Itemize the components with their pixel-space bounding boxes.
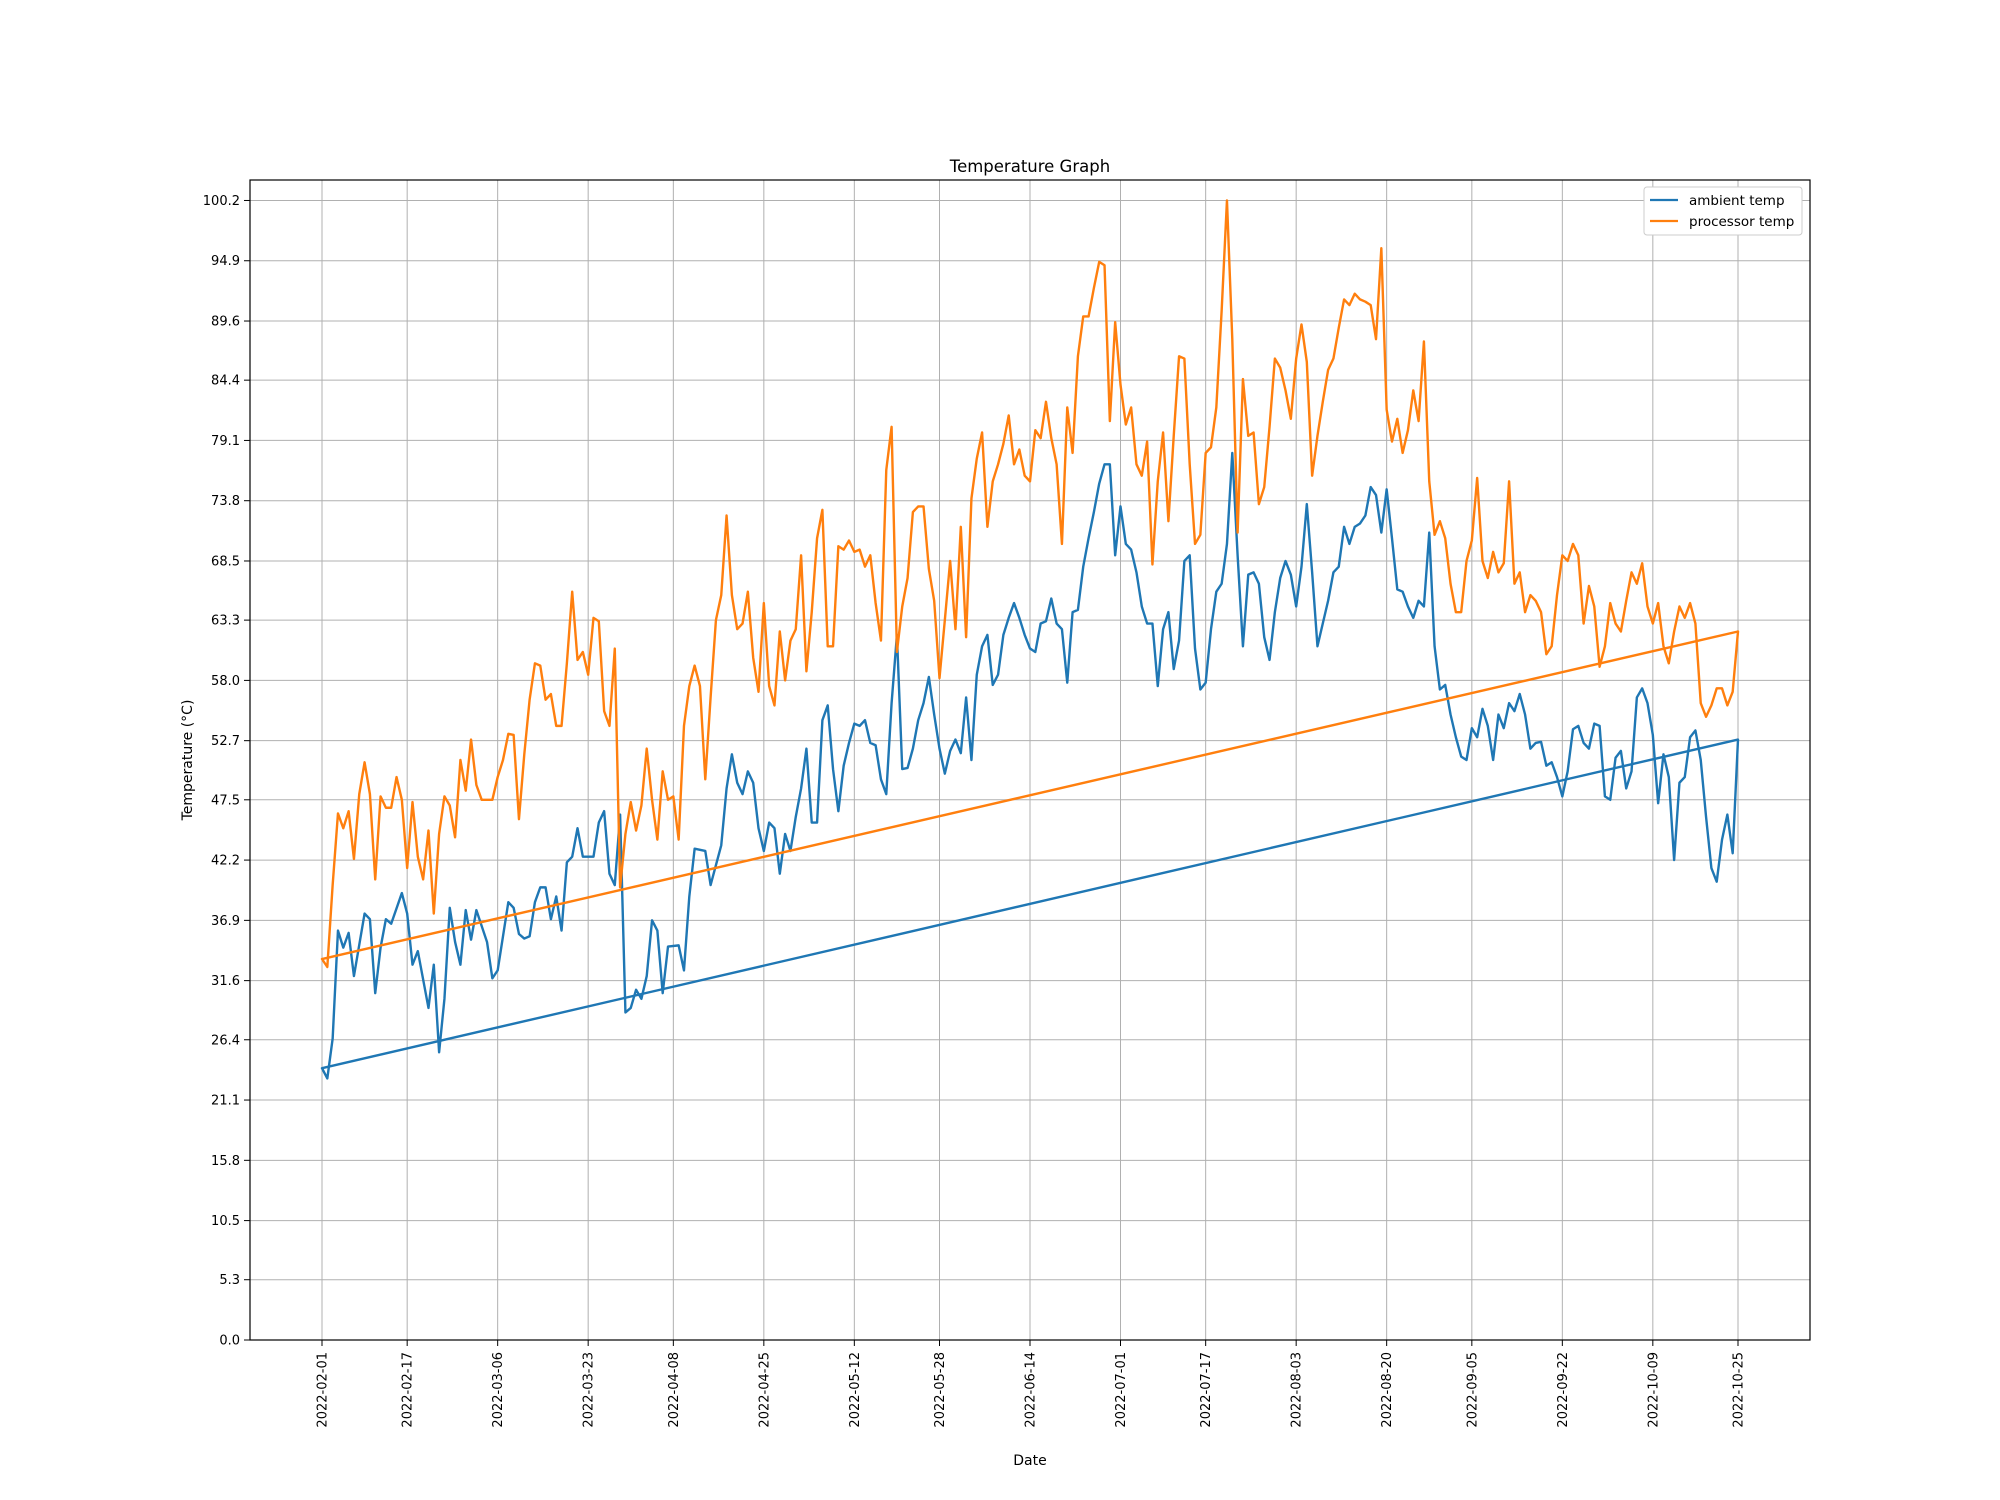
series-closing-line-ambient-temp <box>321 738 1739 1070</box>
x-tick-label: 2022-07-17 <box>1199 1352 1214 1428</box>
x-tick-label: 2022-09-05 <box>1465 1352 1480 1428</box>
x-axis-title: Date <box>1013 1453 1046 1469</box>
x-tick-label: 2022-09-22 <box>1556 1352 1571 1428</box>
y-tick-label: 89.6 <box>211 315 240 330</box>
y-tick-label: 31.6 <box>211 974 240 989</box>
x-tick-label: 2022-04-25 <box>757 1352 772 1428</box>
y-tick-label: 42.2 <box>211 854 240 869</box>
y-tick-label: 84.4 <box>211 374 240 389</box>
y-tick-label: 58.0 <box>211 674 240 689</box>
y-tick-label: 5.3 <box>219 1273 240 1288</box>
x-tick-label: 2022-08-03 <box>1290 1352 1305 1428</box>
x-tick-label: 2022-10-25 <box>1732 1352 1747 1428</box>
x-tick-label: 2022-05-28 <box>933 1352 948 1428</box>
grid <box>250 180 1810 1341</box>
x-tick-label: 2022-04-08 <box>667 1352 682 1428</box>
chart-title: Temperature Graph <box>949 157 1110 176</box>
y-tick-label: 10.5 <box>211 1214 240 1229</box>
y-axis-title: Temperature (°C) <box>180 700 196 822</box>
series-line-ambient-temp <box>320 451 1740 1080</box>
x-tick-label: 2022-02-01 <box>316 1352 331 1428</box>
y-tick-label: 36.9 <box>211 914 240 929</box>
y-tick-label: 94.9 <box>211 254 240 269</box>
series-lines <box>320 199 1740 1080</box>
y-tick-label: 63.3 <box>211 614 240 629</box>
y-tick-label: 26.4 <box>211 1033 240 1048</box>
y-axis-ticks: 0.0 5.3 10.5 15.8 21.1 26.4 31.6 36.9 42.2 47.5 52… <box>203 194 250 1349</box>
x-tick-label: 2022-07-01 <box>1114 1352 1129 1428</box>
y-tick-label: 73.8 <box>211 494 240 509</box>
y-tick-label: 68.5 <box>211 554 240 569</box>
legend-label-processor: processor temp <box>1689 214 1794 230</box>
series-closing-line-processor-temp <box>321 630 1739 961</box>
x-tick-label: 2022-05-12 <box>848 1352 863 1428</box>
x-tick-label: 2022-08-20 <box>1380 1352 1395 1428</box>
y-tick-label: 52.7 <box>211 734 240 749</box>
x-tick-label: 2022-10-09 <box>1646 1352 1661 1428</box>
x-tick-label: 2022-06-14 <box>1024 1352 1039 1428</box>
y-tick-label: 15.8 <box>211 1154 240 1169</box>
x-axis-ticks: 2022-02-01 2022-02-17 2022-03-06 2022-03-23… <box>316 1340 1747 1428</box>
series-line-processor-temp <box>320 199 1740 969</box>
y-tick-label: 100.2 <box>203 194 240 209</box>
x-tick-label: 2022-02-17 <box>401 1352 416 1428</box>
legend-box <box>1643 186 1803 236</box>
legend: ambient temp processor temp <box>1643 186 1803 236</box>
x-tick-label: 2022-03-06 <box>491 1352 506 1428</box>
x-tick-label: 2022-03-23 <box>582 1352 597 1428</box>
y-tick-label: 21.1 <box>211 1094 240 1109</box>
y-tick-label: 0.0 <box>219 1334 240 1349</box>
legend-label-ambient: ambient temp <box>1689 193 1785 209</box>
y-tick-label: 47.5 <box>211 793 240 808</box>
y-tick-label: 79.1 <box>211 434 240 449</box>
